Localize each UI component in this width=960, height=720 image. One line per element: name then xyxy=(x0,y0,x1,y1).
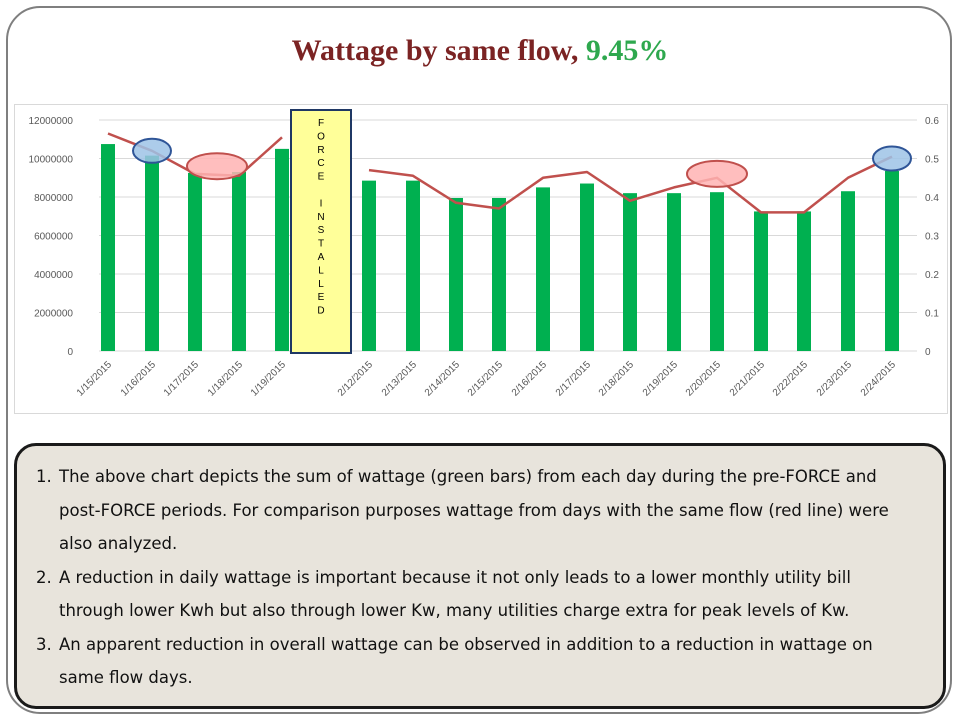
force-installed-letter: S xyxy=(318,225,325,236)
force-installed-letter: I xyxy=(320,198,323,209)
force-installed-letter: E xyxy=(318,172,325,183)
y-tick-label: 4000000 xyxy=(34,270,73,281)
bar xyxy=(885,171,899,351)
y-tick-label: 12000000 xyxy=(29,116,74,127)
force-installed-box xyxy=(290,109,352,354)
x-tick-label: 2/21/2015 xyxy=(728,359,768,399)
bar xyxy=(754,211,768,351)
y2-tick-label: 0.5 xyxy=(925,155,939,166)
note-item-2: A reduction in daily wattage is importan… xyxy=(57,561,919,628)
highlight-ellipse xyxy=(186,152,248,181)
x-tick-label: 2/12/2015 xyxy=(336,359,376,399)
chart-container: 0 2000000 4000000 6000000 8000000 10000000 120… xyxy=(14,104,948,414)
force-installed-letter: L xyxy=(318,279,324,290)
force-installed-letter: F xyxy=(318,118,324,129)
bar xyxy=(362,180,376,351)
bar xyxy=(623,193,637,351)
x-tick-label: 1/19/2015 xyxy=(249,359,289,399)
highlight-ellipse xyxy=(686,159,748,188)
bar xyxy=(841,191,855,351)
bar xyxy=(667,193,681,351)
force-installed-letter: D xyxy=(317,306,324,317)
bar xyxy=(232,171,246,351)
bar xyxy=(536,187,550,351)
title-percentage: 9.45% xyxy=(585,34,669,67)
y-tick-label: 8000000 xyxy=(34,193,73,204)
bar xyxy=(145,155,159,351)
x-tick-label: 2/16/2015 xyxy=(510,359,550,399)
same-flow-line xyxy=(368,155,893,214)
bar xyxy=(275,148,289,351)
wattage-chart: 0 2000000 4000000 6000000 8000000 10000000 120… xyxy=(29,109,939,399)
x-tick-label: 2/18/2015 xyxy=(597,359,637,399)
notes-list: The above chart depicts the sum of watta… xyxy=(33,460,919,695)
y-tick-label: 6000000 xyxy=(34,232,73,243)
force-installed-letter: O xyxy=(317,131,325,142)
x-tick-label: 2/19/2015 xyxy=(641,359,681,399)
y2-tick-label: 0.3 xyxy=(925,232,939,243)
notes-panel: The above chart depicts the sum of watta… xyxy=(14,443,946,709)
force-installed-letter: E xyxy=(318,292,325,303)
y2-tick-label: 0.1 xyxy=(925,309,939,320)
force-installed-letter: C xyxy=(317,158,324,169)
x-tick-label: 2/20/2015 xyxy=(684,359,724,399)
x-tick-label: 2/17/2015 xyxy=(554,359,594,399)
note-item-1: The above chart depicts the sum of watta… xyxy=(57,460,919,561)
note-item-3: An apparent reduction in overall wattage… xyxy=(57,628,919,695)
highlight-ellipse xyxy=(872,145,912,172)
y-tick-label: 10000000 xyxy=(29,155,74,166)
page-title: Wattage by same flow, 9.45% xyxy=(0,34,960,68)
y2-tick-label: 0.2 xyxy=(925,270,939,281)
x-tick-label: 1/16/2015 xyxy=(119,359,159,399)
y-tick-label: 2000000 xyxy=(34,309,73,320)
title-text: Wattage by same flow, xyxy=(291,34,586,67)
force-installed-letter: R xyxy=(317,145,324,156)
x-tick-label: 1/18/2015 xyxy=(206,359,246,399)
highlight-ellipse xyxy=(132,137,172,164)
y2-tick-label: 0.6 xyxy=(925,116,939,127)
y2-tick-label: 0 xyxy=(925,347,931,358)
x-tick-label: 2/24/2015 xyxy=(859,359,899,399)
y2-tick-label: 0.4 xyxy=(925,193,939,204)
x-tick-label: 2/14/2015 xyxy=(423,359,463,399)
bar xyxy=(406,180,420,351)
bar xyxy=(449,197,463,351)
x-tick-label: 2/13/2015 xyxy=(380,359,420,399)
force-installed-letter: N xyxy=(317,212,324,223)
bar xyxy=(492,197,506,351)
y-tick-label: 0 xyxy=(67,347,73,358)
x-tick-label: 1/17/2015 xyxy=(162,359,202,399)
bar xyxy=(710,192,724,351)
x-tick-label: 2/15/2015 xyxy=(466,359,506,399)
force-installed-letter: T xyxy=(318,239,324,250)
force-installed-letter: A xyxy=(318,252,325,263)
bar xyxy=(580,183,594,351)
x-tick-label: 2/22/2015 xyxy=(771,359,811,399)
bar xyxy=(797,211,811,351)
bar xyxy=(101,144,115,351)
bar xyxy=(188,172,202,351)
force-installed-letter: L xyxy=(318,265,324,276)
x-tick-label: 2/23/2015 xyxy=(815,359,855,399)
x-tick-label: 1/15/2015 xyxy=(75,359,115,399)
